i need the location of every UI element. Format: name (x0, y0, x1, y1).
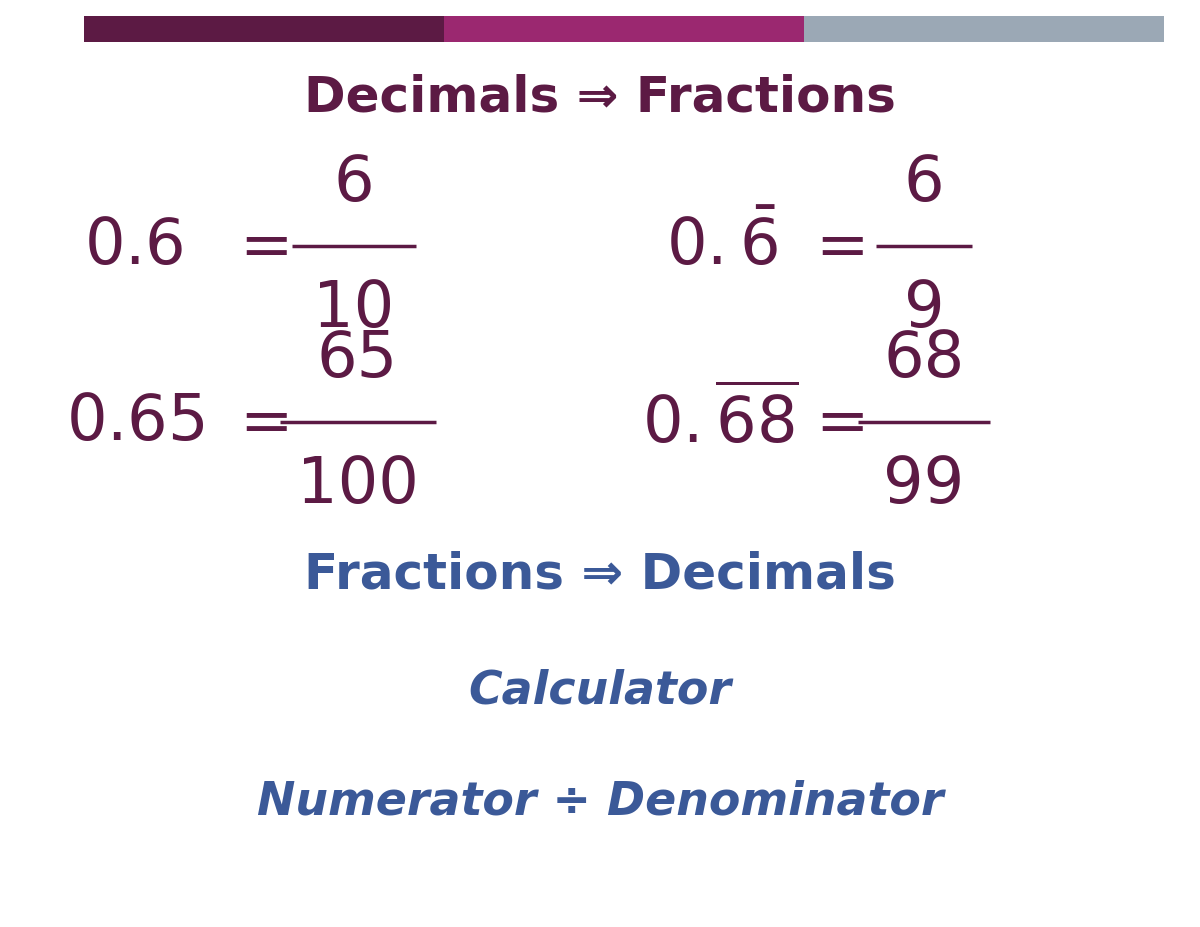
Text: 100: 100 (296, 454, 419, 515)
Text: Numerator ÷ Denominator: Numerator ÷ Denominator (257, 780, 943, 824)
Text: $=$: $=$ (804, 391, 864, 452)
Text: Calculator: Calculator (468, 668, 732, 713)
Text: Fractions ⇒ Decimals: Fractions ⇒ Decimals (304, 551, 896, 599)
Text: $0.65$: $0.65$ (66, 391, 204, 452)
Text: $0.\overline{68}$: $0.\overline{68}$ (642, 387, 799, 456)
Text: $0.6$: $0.6$ (84, 215, 184, 276)
Text: 68: 68 (883, 328, 965, 389)
Bar (84, 16, 444, 42)
Bar (804, 16, 1164, 42)
Text: 65: 65 (317, 328, 398, 389)
Text: Decimals ⇒ Fractions: Decimals ⇒ Fractions (304, 73, 896, 121)
Text: $=$: $=$ (228, 215, 288, 276)
Text: $=$: $=$ (804, 215, 864, 276)
Text: 6: 6 (334, 152, 374, 213)
Text: $=$: $=$ (228, 391, 288, 452)
Bar (444, 16, 804, 42)
Text: 99: 99 (883, 454, 965, 515)
Text: 9: 9 (904, 278, 944, 339)
Text: 10: 10 (313, 278, 395, 339)
Text: $0.\bar{6}$: $0.\bar{6}$ (666, 213, 778, 278)
Text: 6: 6 (904, 152, 944, 213)
